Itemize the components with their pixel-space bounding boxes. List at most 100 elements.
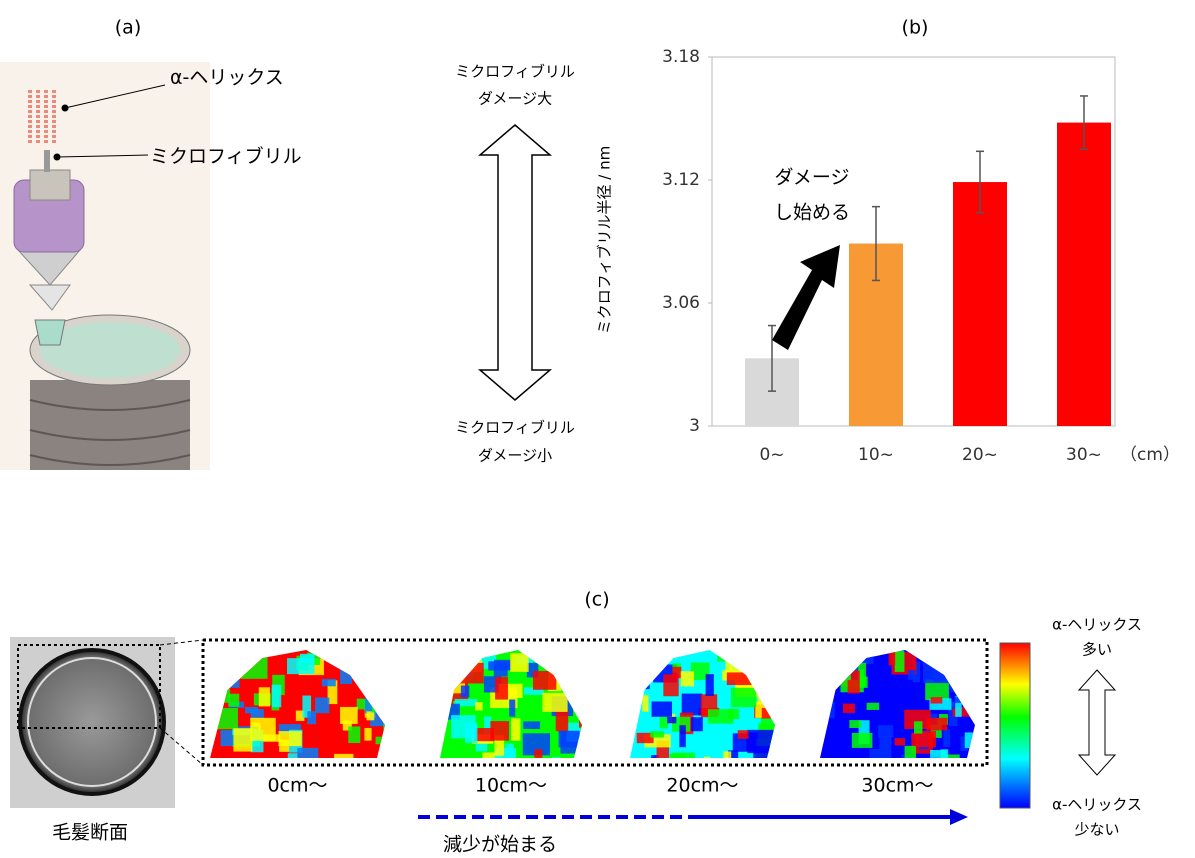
heatmap-cell bbox=[377, 685, 385, 701]
heatmap-cell bbox=[894, 738, 905, 746]
heatmap-cell bbox=[493, 666, 508, 677]
x-tick-label: 30~ bbox=[1066, 445, 1102, 465]
heatmap-cell bbox=[737, 730, 749, 739]
heatmap-cell bbox=[659, 716, 669, 729]
heatmap-cell bbox=[383, 721, 385, 740]
heatmap-cell bbox=[765, 653, 775, 678]
helix-label: α-ヘリックス bbox=[170, 67, 284, 89]
heatmap-cell bbox=[494, 747, 517, 758]
heatmap-cell bbox=[577, 736, 582, 747]
heatmap-cell bbox=[848, 655, 874, 664]
y-tick-label: 3.18 bbox=[662, 47, 700, 67]
heatmap-cell bbox=[579, 650, 582, 669]
heatmaps bbox=[210, 650, 975, 758]
heatmap-cell bbox=[679, 725, 686, 748]
heatmap-cell bbox=[295, 710, 305, 721]
heatmap-cell bbox=[442, 664, 456, 680]
cross-section-image bbox=[10, 637, 204, 808]
heatmap-cell bbox=[300, 653, 315, 664]
heatmap-cell bbox=[526, 662, 539, 678]
hair-illustration bbox=[0, 62, 210, 470]
trend-arrow bbox=[772, 245, 840, 350]
heatmap-cell bbox=[642, 695, 649, 712]
heatmap-cell bbox=[912, 661, 921, 683]
heatmap-cell bbox=[233, 728, 253, 752]
heatmap-cell bbox=[579, 678, 582, 699]
trend-arrowhead bbox=[950, 809, 968, 825]
heatmap-cell bbox=[327, 680, 338, 705]
y-tick-label: 3.12 bbox=[662, 170, 700, 190]
heatmap-cell bbox=[224, 657, 235, 669]
heatmap-cell bbox=[532, 650, 540, 661]
heatmap-cell bbox=[747, 729, 774, 754]
heatmap-cell bbox=[703, 756, 711, 758]
heatmap-cell bbox=[483, 716, 492, 734]
colorbar bbox=[999, 642, 1031, 809]
heatmap-cell bbox=[728, 750, 739, 758]
heatmap-cell bbox=[542, 692, 568, 712]
heatmap-cell bbox=[842, 703, 855, 713]
heatmap-cell bbox=[925, 679, 949, 701]
annotation: ダメージ bbox=[774, 167, 849, 189]
heatmap-cell bbox=[315, 697, 330, 714]
heatmap-cell bbox=[225, 665, 240, 688]
heatmap-cell bbox=[460, 685, 470, 698]
heatmap-cell bbox=[773, 696, 775, 713]
heatmap-cell bbox=[725, 658, 732, 675]
arrow-top-label: ミクロフィブリル bbox=[455, 63, 575, 81]
heatmap-cell bbox=[680, 671, 695, 687]
colorbar-label: 多い bbox=[1082, 641, 1112, 659]
heatmap-cell bbox=[356, 698, 373, 710]
heatmap-cell bbox=[287, 753, 298, 758]
heatmap-cell bbox=[940, 749, 949, 758]
heatmap-cell bbox=[904, 745, 917, 758]
heatmap-cell bbox=[650, 731, 664, 738]
heatmap-cell bbox=[495, 676, 508, 700]
colorbar-label: α-ヘリックス bbox=[1052, 616, 1142, 634]
heatmap-cell bbox=[965, 666, 975, 676]
heatmap-cell bbox=[955, 695, 962, 717]
heatmap-cell bbox=[364, 727, 372, 741]
arrow-bottom-label: ダメージ小 bbox=[478, 447, 552, 465]
annotation: し始める bbox=[774, 202, 850, 224]
heatmap-cell bbox=[866, 702, 880, 710]
heatmap-cell bbox=[913, 721, 923, 734]
colorbar-label: 少ない bbox=[1074, 821, 1119, 839]
plot-frame bbox=[711, 56, 1116, 427]
heatmap-cell bbox=[573, 659, 582, 668]
heatmap-cell bbox=[877, 725, 894, 738]
heatmap-cell bbox=[820, 701, 835, 719]
heatmap bbox=[630, 650, 775, 758]
heatmap-cell bbox=[366, 711, 375, 721]
heatmap-cell bbox=[717, 653, 737, 662]
heatmap-cell bbox=[648, 651, 672, 659]
heatmap-cell bbox=[321, 678, 336, 687]
heatmap-cell bbox=[555, 710, 569, 732]
heatmap-cell bbox=[904, 709, 931, 730]
heatmap-cell bbox=[342, 720, 352, 731]
heatmap-cell bbox=[888, 651, 896, 666]
heatmap-cell bbox=[651, 701, 673, 717]
heatmap-cell bbox=[908, 670, 916, 680]
arrow-top-label: ダメージ大 bbox=[478, 90, 552, 108]
heatmap-cell bbox=[645, 651, 655, 672]
map-label: 20cm～ bbox=[666, 775, 738, 797]
heatmap-cell bbox=[964, 732, 975, 749]
heatmap-cell bbox=[383, 699, 385, 716]
heatmap-cell bbox=[852, 676, 868, 688]
heatmap-cell bbox=[922, 661, 951, 684]
heatmap-cell bbox=[375, 736, 385, 745]
heatmap-cell bbox=[915, 730, 936, 748]
heatmap-cell bbox=[651, 755, 659, 758]
heatmap-cell bbox=[540, 651, 552, 660]
heatmap-cell bbox=[371, 698, 385, 713]
heatmap-cell bbox=[451, 715, 476, 739]
heatmap-cell bbox=[761, 707, 775, 719]
heatmap-cell bbox=[879, 735, 892, 758]
heatmap-cell bbox=[278, 724, 302, 735]
zoom-box bbox=[201, 638, 989, 767]
heatmap-cell bbox=[969, 661, 975, 684]
heatmap-cell bbox=[523, 687, 544, 695]
